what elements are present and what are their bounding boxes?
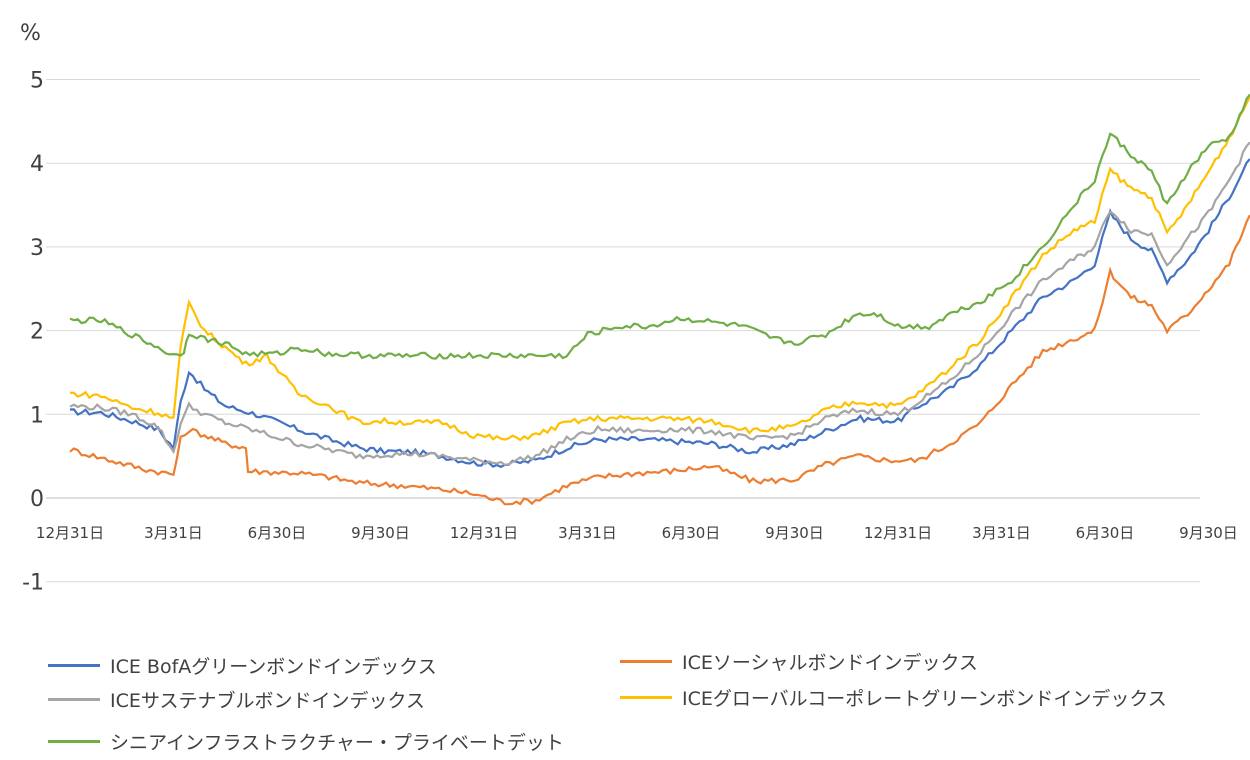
x-tick-labels: 12月31日 3月31日 6月30日 9月30日 12月31日 3月31日 6月… [36,524,1238,542]
legend-item-social-bond: ICEソーシャルボンドインデックス [620,648,978,675]
y-tick-label: 2 [30,320,44,345]
series-lines [69,93,1250,506]
series-line-corporate-green-bond [70,95,1250,442]
y-tick-label: 1 [30,403,44,428]
legend-item-infrastructure-debt: シニアインフラストラクチャー・プライベートデット [48,728,564,755]
x-tick-label: 9月30日 [351,524,410,542]
y-tick-label: 4 [30,152,44,177]
legend: ICE BofAグリーンボンドインデックス ICEソーシャルボンドインデックス … [0,640,1250,760]
x-tick-label: 6月30日 [662,524,721,542]
legend-label: シニアインフラストラクチャー・プライベートデット [110,732,564,754]
legend-swatch [620,696,672,699]
legend-swatch [48,664,100,667]
legend-item-sustainable-bond: ICEサステナブルボンドインデックス [48,686,425,713]
legend-label: ICEグローバルコーポレートグリーンボンドインデックス [682,688,1167,710]
series-line-sustainable-bond [69,141,1250,466]
legend-label: ICEソーシャルボンドインデックス [682,652,978,674]
y-tick-labels: 5 4 3 2 1 0 -1 [22,69,44,596]
legend-swatch [48,740,100,743]
legend-label: ICE BofAグリーンボンドインデックス [110,656,437,678]
legend-item-corporate-green-bond: ICEグローバルコーポレートグリーンボンドインデックス [620,684,1167,711]
series-line-infrastructure-debt [69,93,1250,360]
y-tick-label: 0 [30,487,44,512]
y-tick-label: 5 [30,69,44,94]
legend-label: ICEサステナブルボンドインデックス [110,690,425,712]
x-tick-label: 3月31日 [144,524,203,542]
series-line-social-bond [69,214,1250,506]
x-tick-label: 9月30日 [1179,524,1238,542]
x-tick-label: 12月31日 [864,524,932,542]
legend-swatch [620,660,672,663]
series-line-green-bond [69,158,1250,469]
y-tick-label: -1 [22,571,44,596]
x-tick-label: 6月30日 [1076,524,1135,542]
x-tick-label: 9月30日 [765,524,824,542]
legend-item-green-bond: ICE BofAグリーンボンドインデックス [48,652,437,679]
line-chart: % 5 4 3 2 1 0 -1 12月31日 3月31日 6月30日 9月30… [20,21,1250,596]
x-tick-label: 3月31日 [972,524,1031,542]
x-tick-label: 6月30日 [248,524,307,542]
y-axis-label: % [20,21,41,46]
x-tick-label: 12月31日 [36,524,104,542]
legend-swatch [48,698,100,701]
x-tick-label: 3月31日 [558,524,617,542]
y-tick-label: 3 [30,236,44,261]
gridlines [46,79,1200,583]
x-tick-label: 12月31日 [450,524,518,542]
